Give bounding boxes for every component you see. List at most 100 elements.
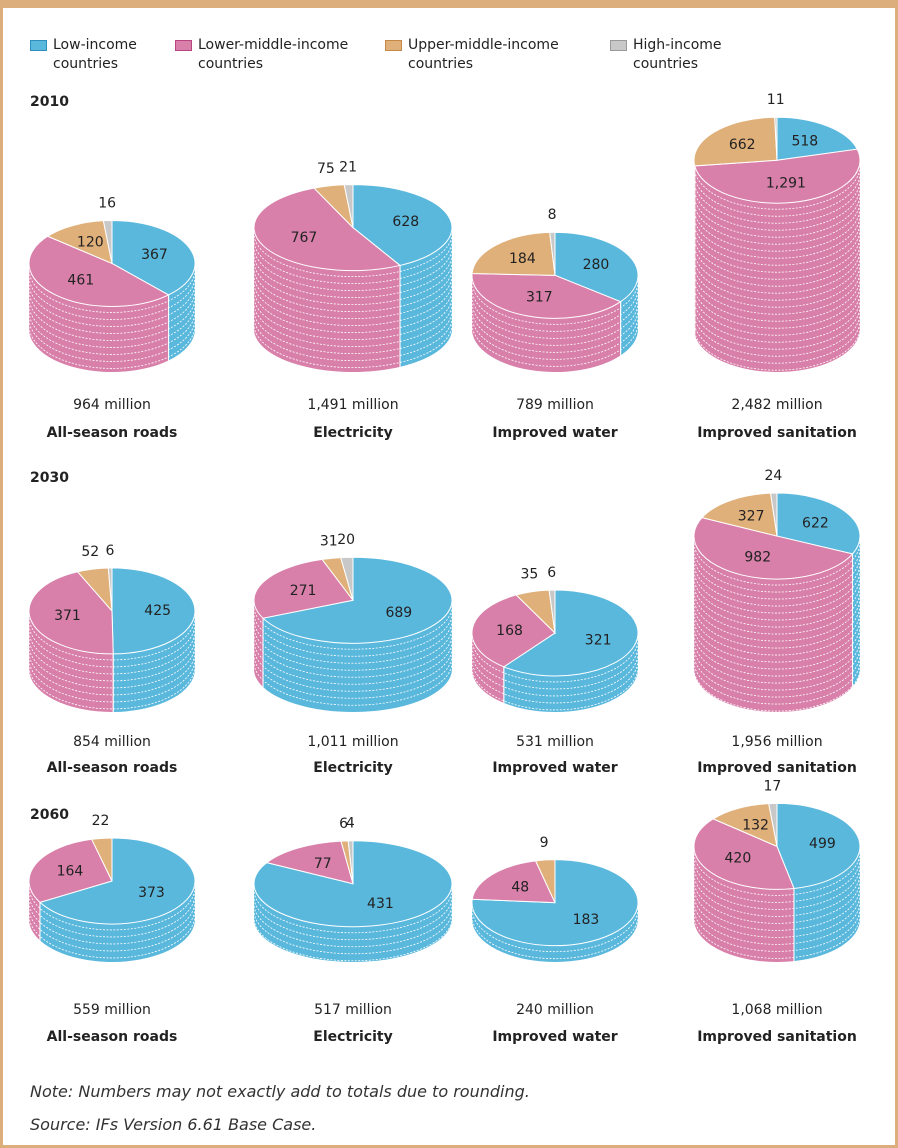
pie-slice — [471, 231, 556, 276]
data-label: 662 — [729, 137, 756, 153]
data-label: 367 — [141, 247, 168, 263]
chart-title: Improved water — [492, 1029, 617, 1045]
data-label: 164 — [57, 864, 84, 880]
data-label: 168 — [496, 623, 523, 639]
chart-subtitle: 517 million — [314, 1002, 392, 1018]
side-stripe — [693, 598, 861, 642]
pie-side — [694, 160, 860, 373]
side-stripe — [28, 304, 196, 348]
side-stripe — [253, 289, 453, 334]
pie-slice — [102, 219, 113, 264]
pie-side — [29, 880, 40, 941]
side-stripe — [28, 290, 196, 334]
side-stripe — [471, 915, 639, 960]
side-stripe — [693, 215, 861, 259]
pie-slice — [693, 116, 778, 167]
legend-swatch — [175, 40, 192, 51]
side-stripe — [471, 309, 639, 353]
side-stripe — [253, 634, 453, 678]
side-stripe — [253, 324, 453, 369]
chart-title: Electricity — [313, 760, 392, 776]
side-stripe — [471, 652, 639, 697]
side-stripe — [471, 302, 639, 346]
data-label: 271 — [290, 583, 317, 599]
data-label: 132 — [742, 817, 769, 833]
pie-slice — [471, 273, 622, 319]
pie-slice — [352, 184, 453, 266]
side-stripe — [253, 261, 453, 306]
side-stripe — [28, 297, 196, 341]
chart-title: All-season roads — [47, 425, 178, 441]
side-stripe — [471, 659, 639, 704]
side-stripe — [693, 654, 861, 698]
pie-slice — [776, 492, 861, 555]
data-label: 518 — [791, 133, 818, 149]
side-stripe — [253, 896, 453, 941]
side-stripe — [28, 658, 196, 703]
pie-side — [28, 610, 114, 712]
pie-side — [472, 632, 504, 703]
side-stripe — [693, 570, 861, 614]
side-stripe — [693, 208, 861, 252]
side-stripe — [253, 282, 453, 327]
side-stripe — [693, 859, 861, 903]
side-stripe — [693, 542, 861, 586]
side-stripe — [693, 661, 861, 705]
side-stripe — [693, 285, 861, 329]
data-label: 75 — [317, 161, 335, 177]
side-stripe — [693, 166, 861, 210]
data-label: 20 — [337, 532, 355, 548]
side-stripe — [693, 278, 861, 322]
side-stripe — [28, 907, 196, 952]
side-stripe — [471, 638, 639, 683]
side-stripe — [693, 619, 861, 663]
data-label: 280 — [583, 257, 610, 273]
side-stripe — [253, 903, 453, 948]
pie-slice — [265, 840, 354, 885]
side-stripe — [253, 620, 453, 664]
side-stripe — [253, 275, 453, 320]
side-stripe — [253, 233, 453, 278]
pie-slice — [549, 231, 556, 276]
legend-label: Upper-middle-income countries — [408, 37, 559, 72]
pie-slice — [343, 184, 354, 228]
pie-slice — [774, 116, 778, 161]
side-stripe — [693, 908, 861, 952]
pie-chart: 373 164 22 559 million All-season roads — [28, 813, 196, 1045]
data-label: 9 — [540, 835, 549, 851]
legend-label: High-income countries — [633, 37, 722, 72]
side-stripe — [693, 584, 861, 628]
side-stripe — [693, 556, 861, 600]
chart-subtitle: 854 million — [73, 734, 151, 750]
pie-chart: 367 461 120 16 964 million All-season roads — [28, 195, 196, 441]
side-stripe — [693, 640, 861, 684]
legend-swatch — [385, 40, 402, 51]
data-label: 373 — [138, 885, 165, 901]
side-stripe — [253, 310, 453, 355]
pie-chart: 425 371 52 6 854 million All-season roads — [28, 543, 196, 776]
pie-slice — [693, 818, 795, 890]
data-label: 184 — [509, 251, 536, 267]
chart-subtitle: 1,491 million — [307, 397, 398, 413]
row-title: 2010 — [30, 94, 69, 110]
side-stripe — [471, 666, 639, 711]
side-stripe — [693, 243, 861, 287]
side-stripe — [693, 306, 861, 350]
pie-slice — [340, 556, 354, 601]
side-stripe — [471, 316, 639, 360]
side-stripe — [471, 288, 639, 332]
side-stripe — [693, 668, 861, 712]
pie-slice — [46, 220, 113, 265]
data-label: 52 — [81, 544, 99, 560]
pie-slice — [253, 558, 354, 619]
data-label: 327 — [738, 509, 765, 525]
pie-slice — [768, 802, 778, 847]
pie-side — [168, 263, 195, 361]
data-label: 22 — [92, 813, 110, 829]
side-stripe — [253, 240, 453, 285]
side-stripe — [253, 662, 453, 706]
side-stripe — [28, 630, 196, 675]
side-stripe — [693, 264, 861, 308]
data-label: 371 — [54, 608, 81, 624]
side-stripe — [253, 917, 453, 962]
